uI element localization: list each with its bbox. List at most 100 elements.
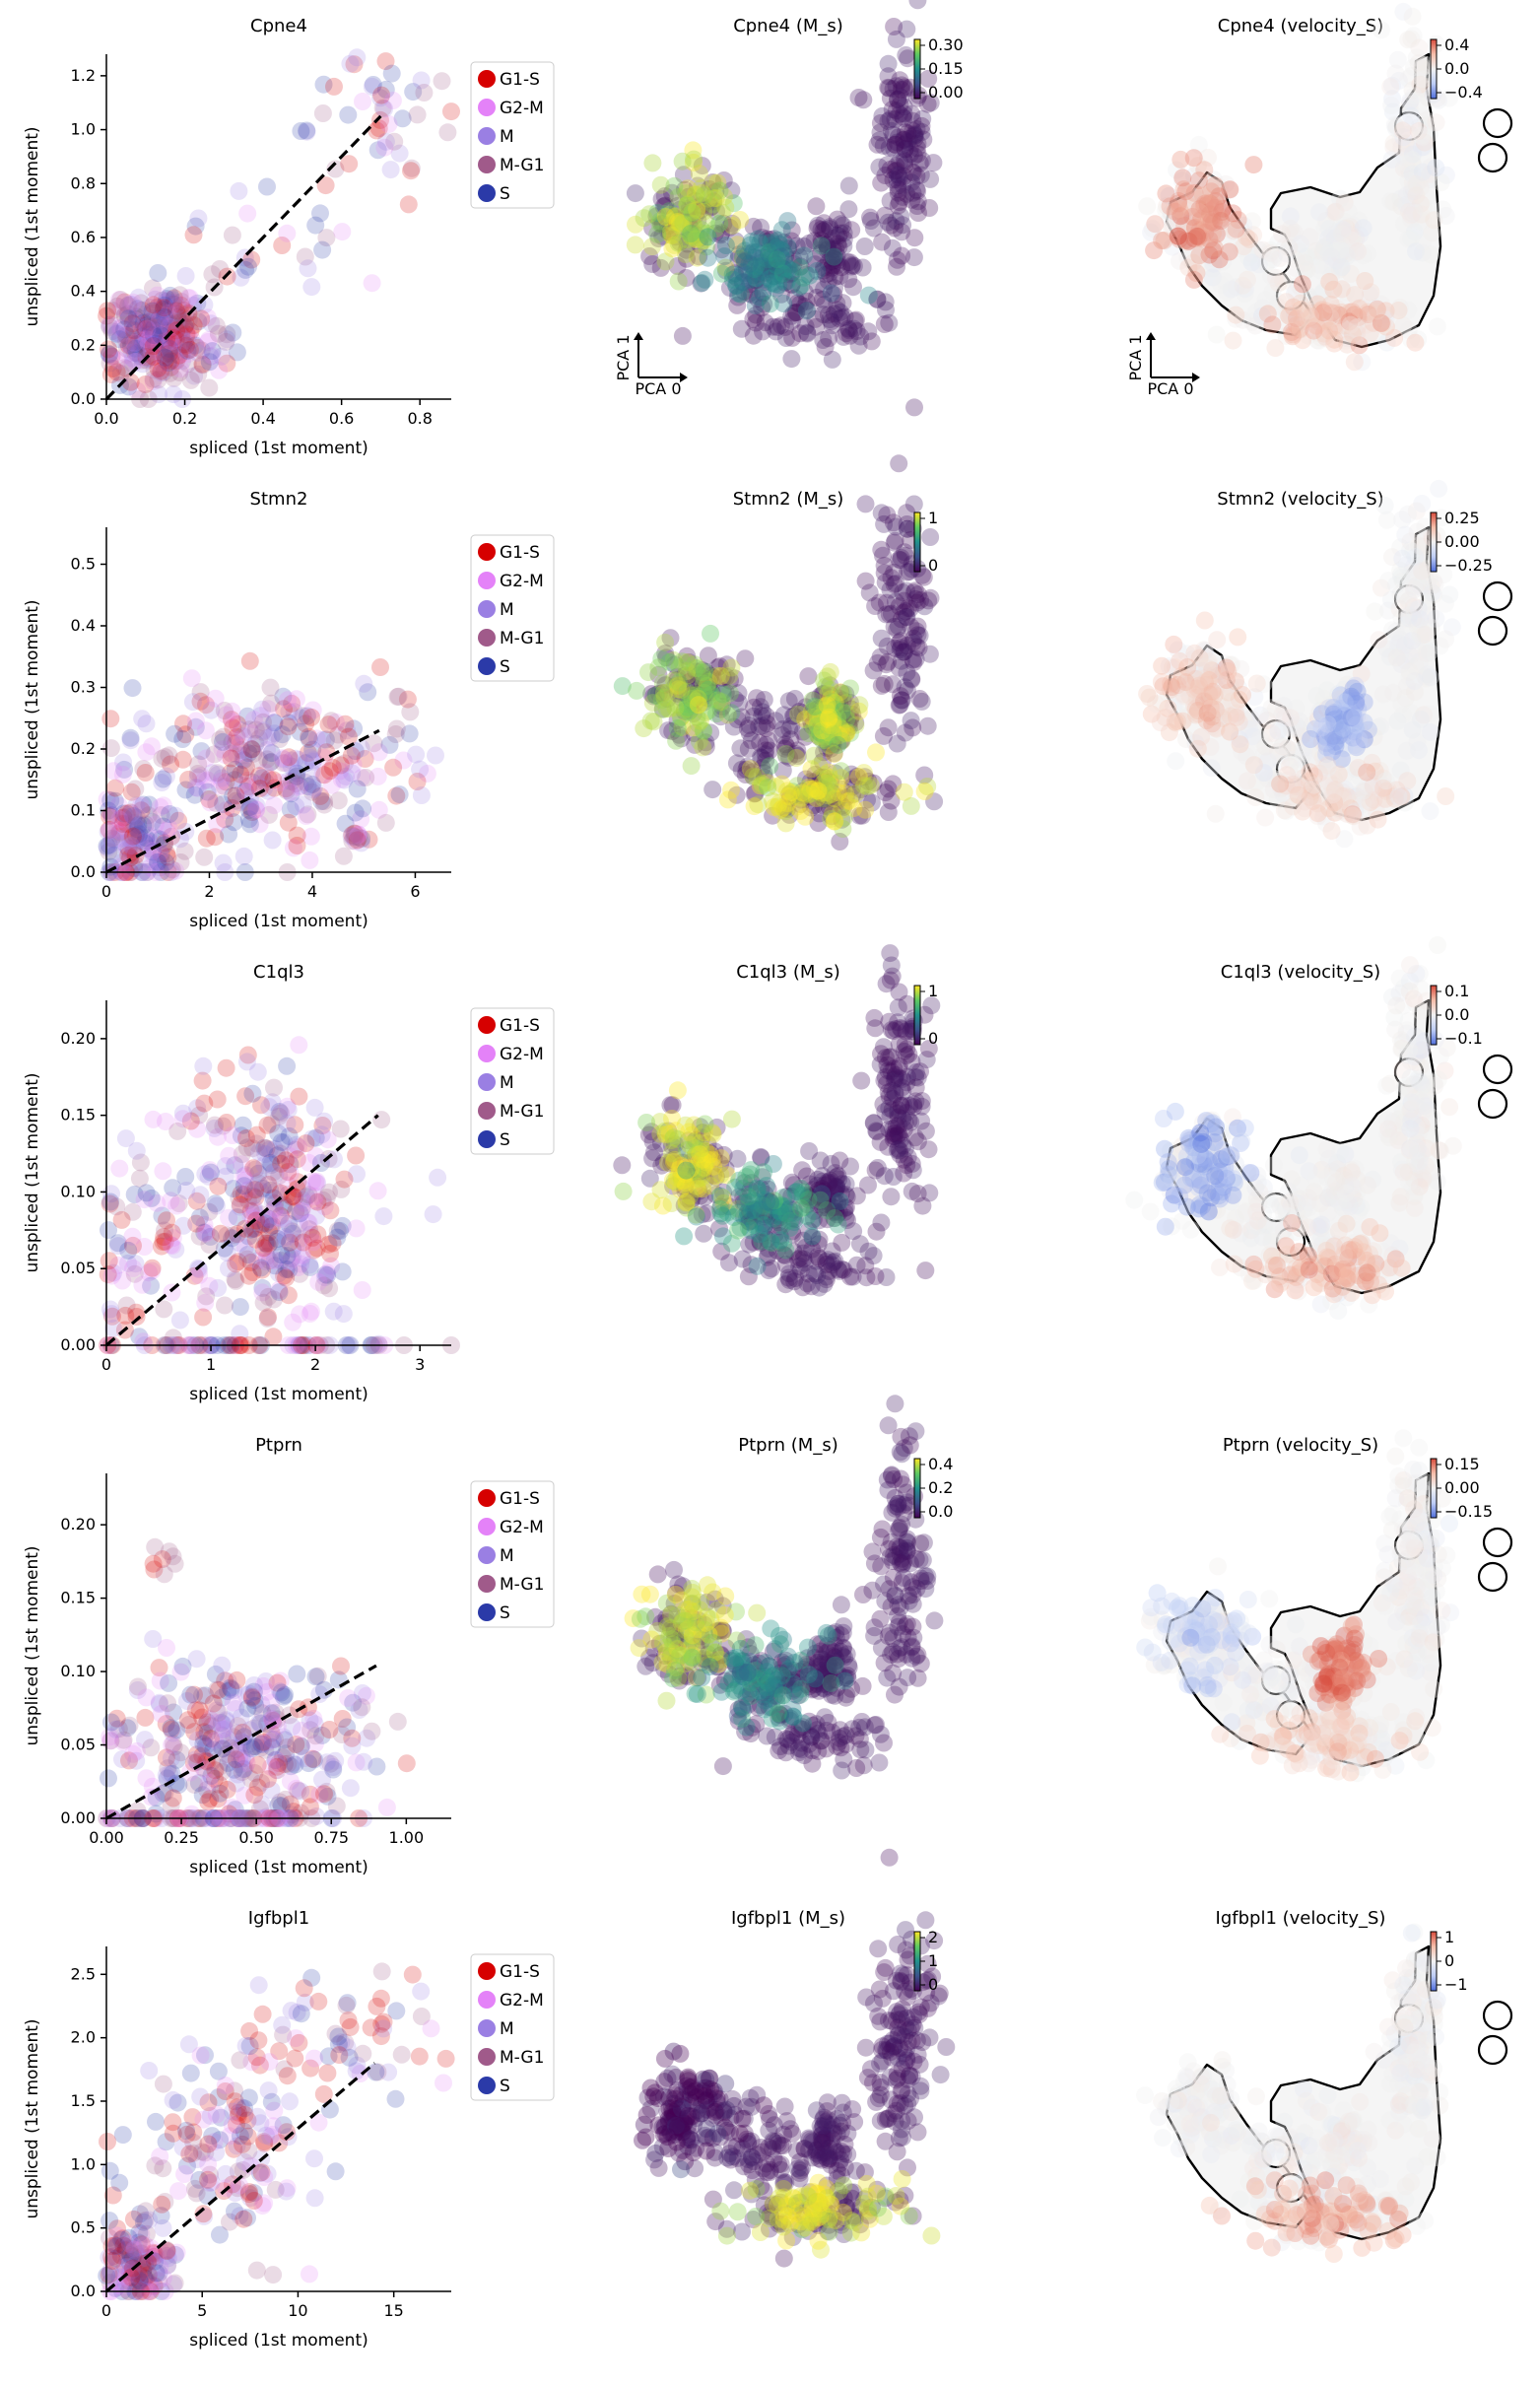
- data-point: [243, 1084, 262, 1103]
- data-point: [125, 333, 144, 352]
- cell-point: [727, 1649, 746, 1667]
- data-point: [368, 1182, 387, 1200]
- data-point: [301, 851, 319, 869]
- legend-label: G2-M: [500, 1045, 544, 1064]
- data-point: [216, 1296, 234, 1315]
- cell-point: [858, 778, 877, 795]
- y-tick-label: 0.0: [71, 2282, 96, 2300]
- cell-point: [866, 1267, 885, 1285]
- data-point: [129, 288, 148, 307]
- scatter-points: [98, 1537, 416, 1827]
- data-point: [184, 226, 203, 244]
- data-point: [306, 216, 325, 235]
- cell-point: [800, 266, 819, 285]
- data-point: [201, 347, 220, 366]
- data-point: [291, 1305, 308, 1324]
- legend-label: S: [500, 184, 510, 204]
- data-point: [234, 847, 253, 865]
- data-point: [208, 1090, 227, 1109]
- colorbar-tick-label: 0.30: [928, 35, 964, 54]
- cell-point: [891, 1443, 909, 1462]
- cell-point: [673, 326, 692, 345]
- cell-point: [670, 658, 689, 677]
- cell-point: [840, 1267, 859, 1286]
- data-point: [112, 299, 131, 317]
- data-point: [150, 314, 168, 333]
- y-axis-label: unspliced (1st moment): [23, 126, 42, 326]
- y-tick-label: 0.0: [71, 862, 96, 881]
- y-tick-label: 0.10: [60, 1662, 96, 1680]
- cell-point: [834, 685, 852, 703]
- cell-point: [724, 1682, 743, 1701]
- data-point: [381, 161, 400, 179]
- cell-point: [867, 743, 885, 762]
- data-point: [127, 310, 146, 328]
- panel-title: Igfbpl1 (M_s): [731, 1908, 845, 1929]
- cell-point: [703, 1634, 722, 1652]
- data-point: [183, 693, 202, 712]
- data-point: [288, 1665, 306, 1683]
- data-point: [218, 1780, 236, 1799]
- cell-point: [908, 145, 927, 164]
- x-tick-label: 0.2: [172, 409, 197, 428]
- data-point: [388, 688, 407, 706]
- cell-point: [778, 782, 796, 800]
- y-tick-label: 0.1: [71, 801, 96, 820]
- cell-point: [702, 624, 719, 643]
- x-tick-label: 5: [197, 2301, 207, 2320]
- data-point: [265, 1078, 283, 1097]
- legend-label: G1-S: [500, 543, 540, 563]
- data-point: [182, 330, 201, 349]
- data-point: [130, 332, 149, 351]
- data-point: [150, 309, 168, 328]
- data-point: [178, 355, 197, 374]
- data-point: [115, 293, 134, 311]
- data-point: [110, 330, 129, 349]
- data-point: [116, 306, 134, 324]
- data-point: [109, 291, 128, 309]
- legend-label: M: [500, 2019, 514, 2039]
- data-point: [161, 364, 179, 382]
- data-point: [102, 322, 121, 341]
- cell-point: [876, 573, 895, 591]
- data-point: [192, 309, 211, 328]
- data-point: [111, 365, 130, 383]
- legend-label: S: [500, 2077, 510, 2096]
- data-point: [164, 291, 182, 309]
- data-point: [333, 223, 352, 241]
- cell-point: [688, 1685, 706, 1703]
- data-point: [149, 323, 167, 342]
- cell-point: [748, 768, 767, 786]
- data-point: [412, 1982, 431, 2001]
- data-point: [115, 359, 134, 377]
- y-tick-label: 0.20: [60, 1515, 96, 1534]
- data-point: [272, 1246, 291, 1264]
- data-point: [300, 729, 318, 748]
- panel-title: C1ql3: [253, 962, 304, 983]
- legend-marker: [478, 657, 496, 675]
- data-point: [169, 2182, 188, 2201]
- pca0-label: PCA 0: [635, 379, 681, 398]
- cell-point: [892, 1427, 910, 1446]
- data-point: [173, 1104, 192, 1123]
- data-point: [143, 1259, 162, 1277]
- data-point: [206, 689, 225, 708]
- data-point: [151, 311, 169, 330]
- data-point: [190, 1701, 209, 1720]
- cell-point: [803, 1227, 822, 1246]
- legend-label: G1-S: [500, 70, 540, 90]
- data-point: [177, 322, 196, 341]
- cell-point: [921, 528, 940, 546]
- data-point: [374, 2019, 393, 2038]
- cell-point: [839, 176, 858, 195]
- data-point: [281, 2092, 299, 2111]
- data-point: [343, 1737, 362, 1755]
- data-point: [144, 1630, 163, 1648]
- data-point: [222, 749, 240, 768]
- cell-point: [722, 1110, 741, 1128]
- cell-point: [716, 1587, 735, 1605]
- data-point: [377, 1798, 396, 1816]
- legend-marker: [478, 70, 496, 88]
- cell-point: [784, 1708, 803, 1727]
